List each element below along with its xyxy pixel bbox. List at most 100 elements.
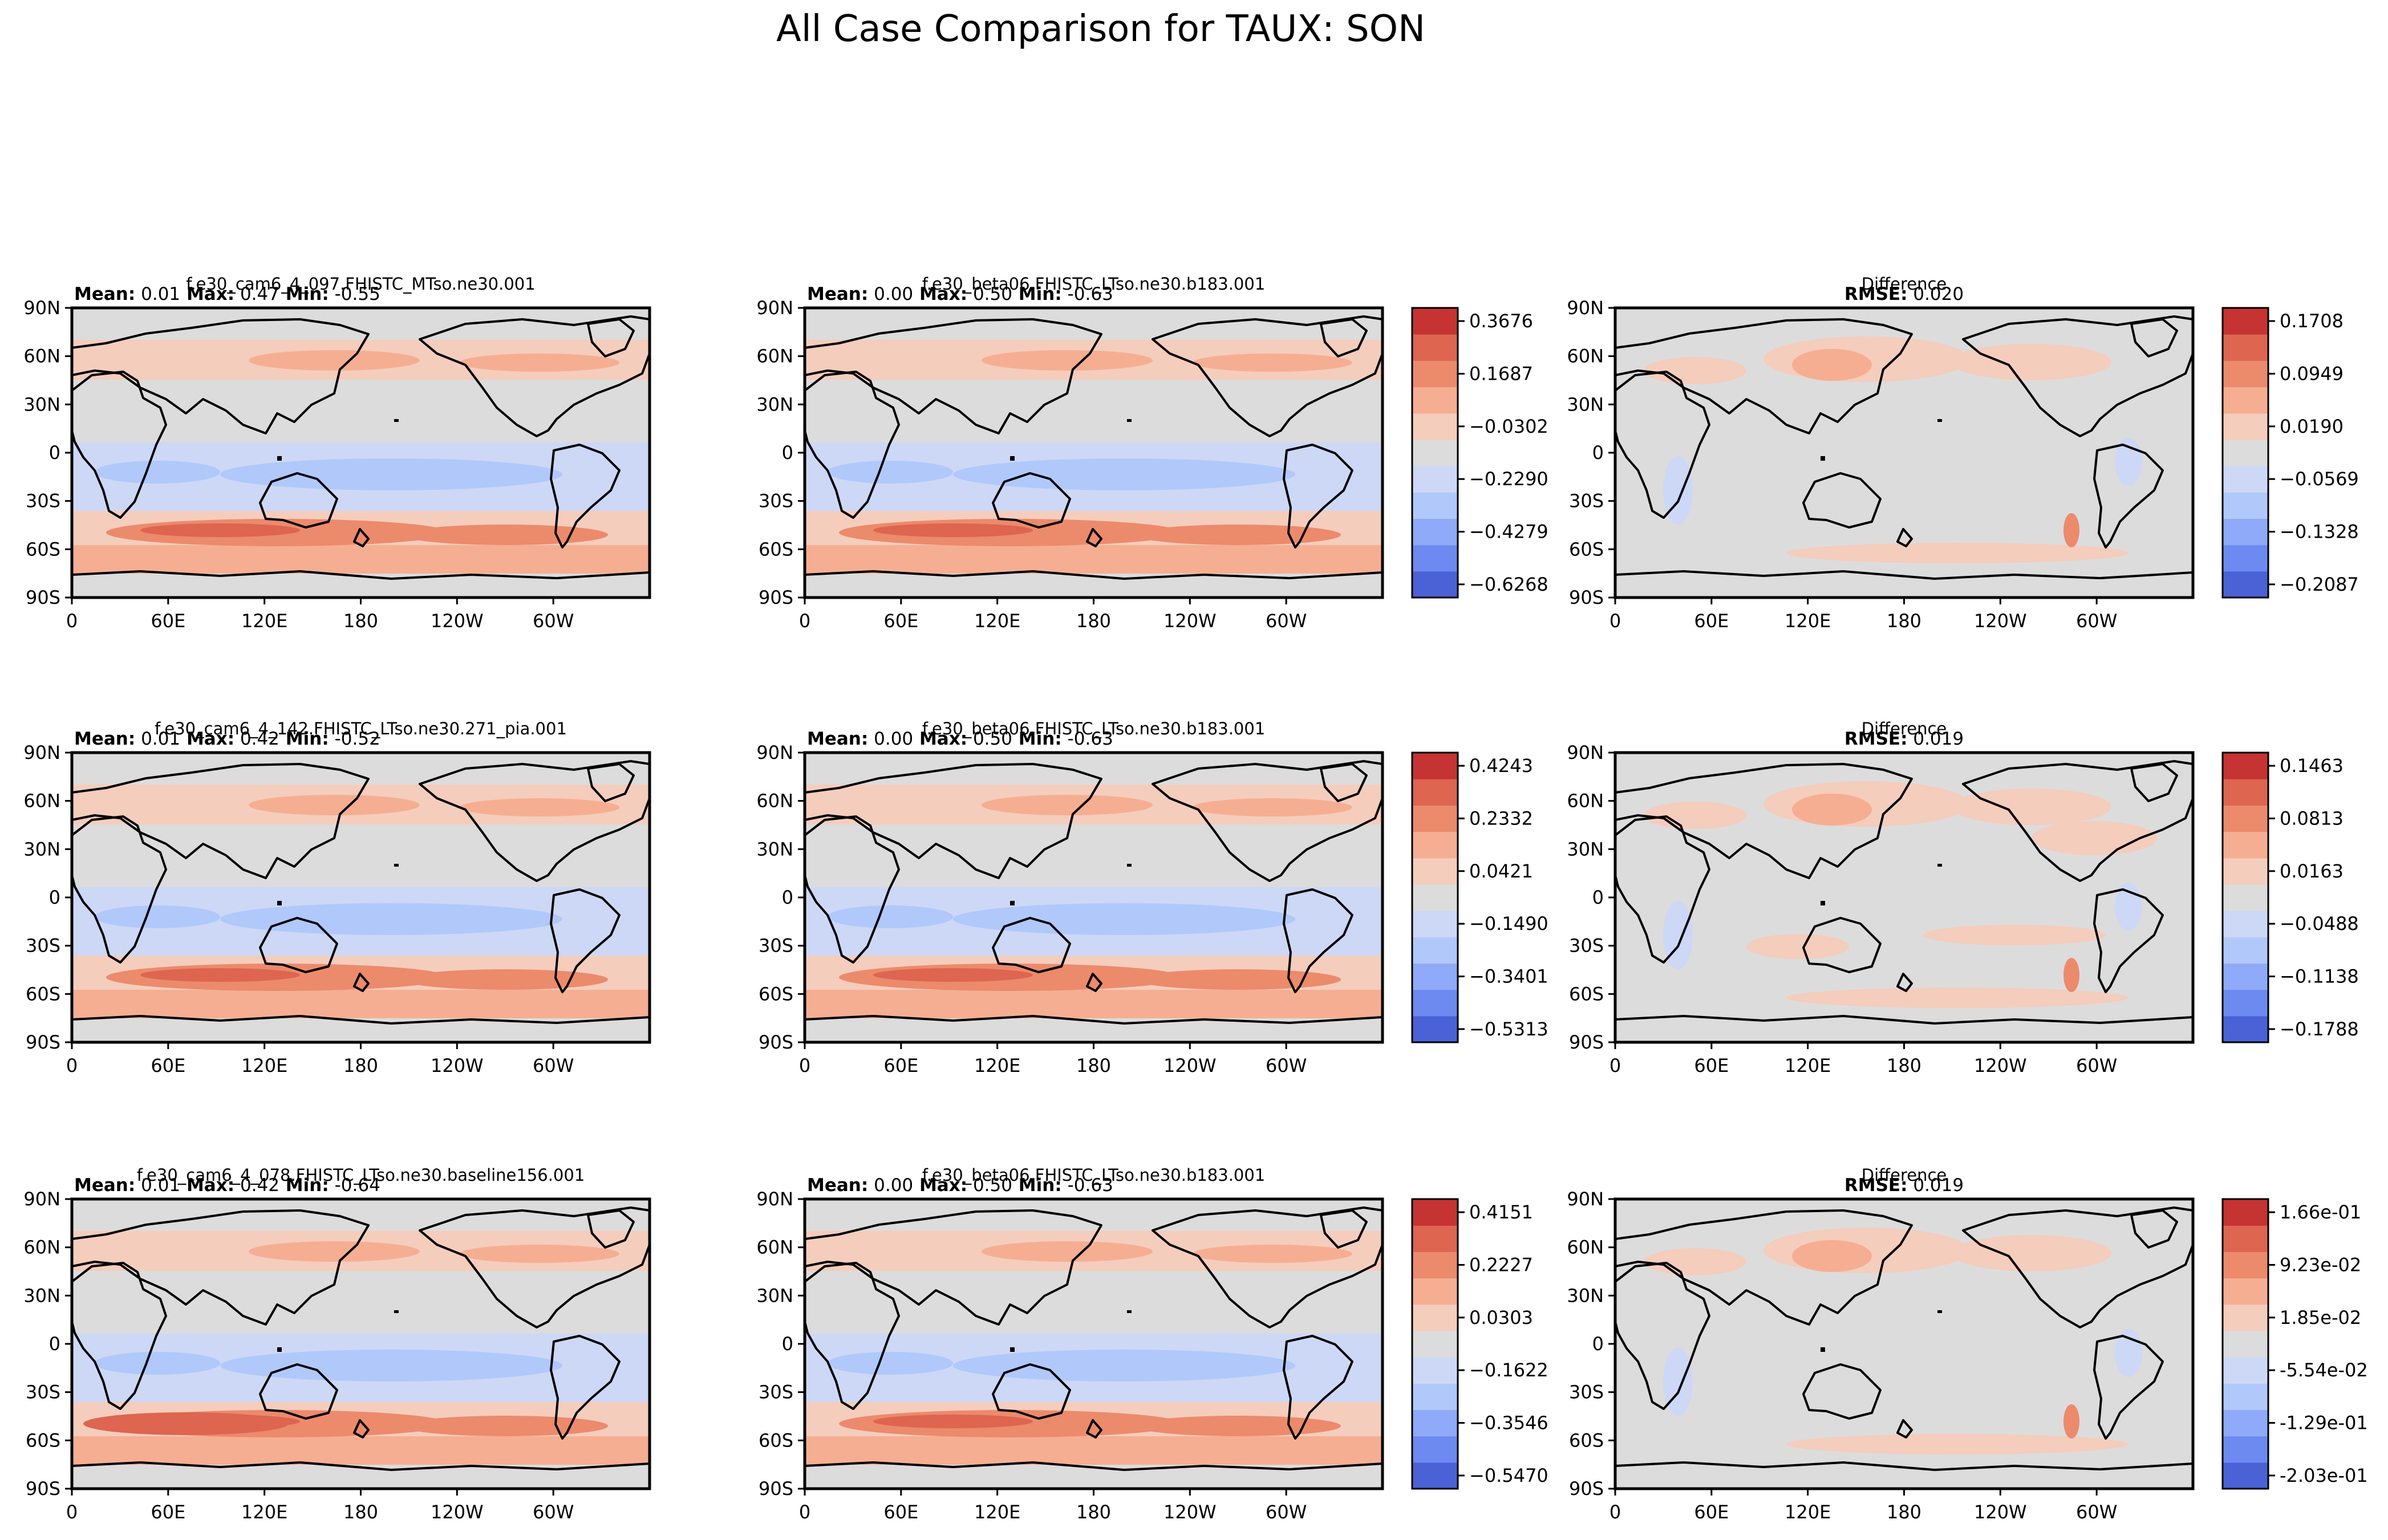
colorbar-swatch (2223, 1409, 2268, 1437)
africa-coastline (805, 1262, 900, 1410)
x-tick-label: 0 (66, 1055, 78, 1076)
x-tick-label: 120E (974, 1501, 1020, 1523)
colorbar-tick-label: −0.5470 (1469, 1465, 1548, 1486)
colorbar-swatch (2223, 413, 2268, 440)
colorbar-tick-label: −0.0569 (2280, 468, 2359, 490)
south-america-coastline (550, 1335, 621, 1440)
difference-colorbar: 0.1708 0.0949 0.0190 −0.0569 −0.1328 −0.2087 (2221, 307, 2359, 599)
y-tick-label: 90S (26, 1478, 60, 1500)
positive-anomaly (1746, 934, 1849, 959)
positive-anomaly (1792, 1240, 1872, 1272)
test-case-map: 0 60E 120E 180 120W 60W 90N 60N 30N 0 30S 60S 90S f.e… (23, 1165, 651, 1523)
colorbar-swatch (1412, 439, 1458, 466)
colorbar-swatch (2223, 963, 2268, 990)
trade-wind-core (95, 1352, 220, 1375)
x-tick-label: 180 (343, 610, 378, 632)
colorbar-tick-label: −0.0302 (1469, 416, 1548, 437)
y-tick-label: 0 (49, 442, 60, 464)
y-tick-label: 30N (756, 393, 793, 415)
x-tick-label: 180 (1887, 1055, 1921, 1076)
y-tick-label: 90N (756, 1188, 793, 1210)
y-tick-label: 60S (759, 1429, 793, 1451)
island-marker (394, 864, 399, 867)
colorbar-swatch (1412, 1330, 1458, 1358)
y-tick-label: 30S (759, 490, 793, 512)
new-zealand-coastline (1086, 1419, 1102, 1439)
trade-wind-core (220, 1350, 562, 1381)
westerly-jet-core (403, 1416, 608, 1436)
y-tick-label: 90S (759, 1478, 793, 1500)
y-tick-label: 90S (759, 1031, 793, 1053)
australia-coastline (259, 917, 338, 973)
south-america-coastline (1283, 888, 1353, 993)
greenland-coastline (587, 1209, 635, 1249)
colorbar-swatch (1412, 571, 1458, 598)
x-tick-label: 180 (1887, 1501, 1921, 1523)
south-america-coastline (2093, 1335, 2164, 1440)
y-tick-label: 90N (756, 742, 793, 763)
new-zealand-coastline (353, 1419, 370, 1439)
x-tick-label: 60E (151, 1501, 185, 1523)
panel-title: f.e30_cam6_4_097.FHISTC_MTso.ne30.001 (186, 274, 535, 294)
colorbar-swatch (2223, 1462, 2268, 1489)
europe-asia-coastline (805, 318, 1102, 434)
y-tick-label: 90S (26, 587, 60, 608)
y-tick-label: 60N (1567, 1237, 1604, 1258)
trade-wind-core (953, 458, 1295, 490)
y-tick-label: 30N (23, 838, 60, 860)
colorbar-swatch (1412, 545, 1458, 572)
y-tick-label: 30S (1569, 490, 1604, 512)
y-tick-label: 90N (23, 1188, 60, 1210)
greenland-coastline (1320, 318, 1368, 357)
westerly-core-south (72, 990, 650, 1018)
westerly-core-south (72, 1436, 650, 1465)
antarctica-coastline (72, 1015, 650, 1025)
y-tick-label: 30S (26, 935, 60, 957)
panel-title: Difference (1862, 274, 1947, 294)
y-tick-label: 90N (23, 297, 60, 319)
colorbar-tick-label: 0.1687 (1469, 363, 1533, 384)
colorbar-swatch (1412, 492, 1458, 519)
europe-asia-coastline (1615, 763, 1913, 879)
south-america-coastline (550, 444, 621, 548)
x-tick-label: 180 (1076, 610, 1111, 632)
westerly-core-south (805, 990, 1382, 1018)
y-tick-label: 60N (23, 346, 60, 367)
greenland-coastline (2130, 1209, 2178, 1249)
colorbar-tick-label: −0.0488 (2280, 913, 2359, 934)
antarctica-coastline (805, 1015, 1382, 1025)
greenland-coastline (2130, 318, 2178, 357)
island-marker (394, 419, 399, 422)
difference-map: 0 60E 120E 180 120W 60W 90N 60N 30N 0 30S 60S 90S Dif… (1567, 719, 2195, 1076)
y-tick-label: 30N (1567, 393, 1604, 415)
subtropical-level (805, 824, 1382, 887)
panel-stats: Mean: 0.00 Max: 0.50 Min: -0.63 (807, 729, 1113, 749)
colorbar-swatch (2223, 937, 2268, 964)
panel-stats: Mean: 0.01 Max: 0.47 Min: -0.55 (74, 284, 380, 304)
greenland-coastline (1320, 763, 1368, 802)
westerly-jet-max (140, 968, 300, 982)
colorbar-swatch (1412, 1357, 1458, 1384)
australia-coastline (1802, 472, 1882, 529)
y-tick-label: 90S (1569, 587, 1604, 608)
subtropical-level (72, 380, 650, 442)
colorbar-swatch (1412, 360, 1458, 388)
colorbar-swatch (1412, 753, 1458, 779)
positive-anomaly (2063, 1404, 2079, 1439)
x-tick-label: 180 (343, 1055, 378, 1076)
trade-wind-core (828, 905, 953, 928)
westerly-jet-max (873, 523, 1033, 537)
negative-anomaly (1663, 456, 1693, 525)
greenland-coastline (587, 763, 635, 802)
colorbar-tick-label: 0.4243 (1469, 755, 1533, 777)
westerly-core-south (805, 545, 1382, 574)
subtropical-level (72, 824, 650, 887)
colorbar-tick-label: 0.0163 (2280, 860, 2344, 882)
positive-anomaly (1792, 794, 1872, 826)
colorbar-swatch (1412, 387, 1458, 414)
westerly-core-north (982, 795, 1153, 815)
y-tick-label: 30S (1569, 1381, 1604, 1403)
colorbar-tick-label: −0.4279 (1469, 521, 1548, 543)
island-marker (1821, 1347, 1825, 1352)
difference-map: 0 60E 120E 180 120W 60W 90N 60N 30N 0 30S 60S 90S Dif… (1567, 1165, 2195, 1523)
